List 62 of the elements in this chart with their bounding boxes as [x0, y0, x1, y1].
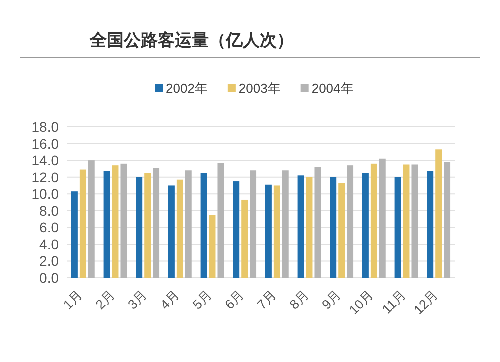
bar	[403, 164, 410, 278]
y-tick-label: 8.0	[40, 202, 60, 219]
bar	[242, 200, 248, 278]
x-tick-label: 12月	[410, 288, 441, 318]
bar	[314, 167, 322, 278]
legend-label: 2003年	[238, 81, 281, 96]
bar	[176, 180, 184, 278]
bar	[444, 162, 451, 278]
bar	[379, 158, 386, 278]
bar	[282, 170, 289, 278]
y-tick-label: 16.0	[32, 136, 60, 152]
bar	[136, 177, 143, 278]
bar	[338, 183, 346, 278]
y-tick-label: 4.0	[40, 236, 60, 252]
y-tick-label: 6.0	[40, 220, 60, 236]
bar	[233, 182, 240, 278]
bar	[71, 192, 78, 278]
bar	[120, 164, 128, 278]
bar	[265, 184, 272, 278]
bar	[80, 170, 86, 278]
x-tick-label: 3月	[125, 288, 150, 312]
x-tick-label: 9月	[319, 288, 344, 312]
legend-label: 2002年	[166, 81, 208, 96]
bar	[362, 173, 369, 278]
y-tick-label: 0.0	[40, 270, 60, 286]
y-tick-label: 18.0	[32, 119, 60, 135]
bar	[144, 173, 152, 278]
x-tick-label: 2月	[92, 288, 118, 312]
bar	[88, 160, 95, 278]
bar	[168, 186, 175, 278]
bar	[370, 164, 378, 278]
y-tick-label: 10.0	[32, 186, 60, 202]
bar	[104, 171, 110, 278]
y-tick-label: 12.0	[32, 169, 60, 186]
bar	[412, 164, 418, 278]
x-tick-label: 5月	[190, 288, 215, 312]
bar	[274, 186, 280, 278]
y-tick-label: 14.0	[32, 152, 60, 169]
bar	[436, 150, 442, 278]
x-tick-label: 4月	[157, 288, 182, 312]
bar	[200, 173, 208, 278]
bar	[250, 170, 257, 278]
legend-label: 2004年	[312, 81, 354, 96]
bar	[185, 170, 192, 278]
x-tick-label: 11月	[379, 288, 409, 317]
bar	[218, 163, 224, 278]
x-tick-label: 1月	[60, 288, 86, 312]
bar	[306, 177, 313, 278]
bar	[112, 166, 119, 278]
bar	[330, 177, 337, 278]
x-tick-label: 8月	[286, 288, 312, 312]
bar	[298, 176, 304, 278]
bar	[209, 215, 216, 278]
bar	[394, 177, 402, 278]
bar	[347, 166, 354, 278]
chart-title: 全国公路客运量（亿人次）	[89, 31, 294, 50]
x-tick-label: 10月	[346, 288, 376, 318]
x-tick-label: 7月	[254, 288, 280, 312]
bar	[427, 171, 434, 278]
x-tick-label: 6月	[222, 288, 247, 312]
bar	[153, 168, 160, 278]
y-tick-label: 2.0	[40, 253, 60, 270]
